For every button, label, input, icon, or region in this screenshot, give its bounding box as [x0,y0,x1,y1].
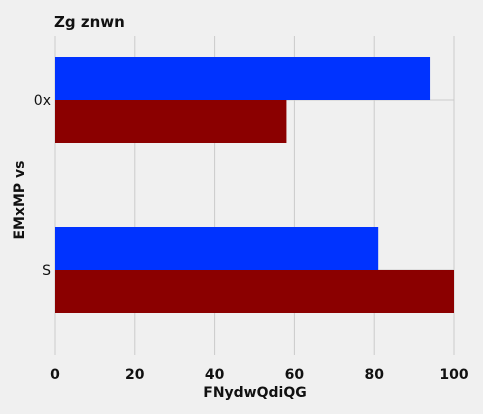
bar-series-1-0x [55,57,431,100]
y-tick-labels: 0x S [34,93,51,279]
y-tick-label: S [42,263,51,279]
x-tick-label: 80 [364,367,384,383]
x-tick-label: 0 [50,367,60,383]
bars [55,57,454,313]
x-tick-labels: 0 20 40 60 80 100 [50,367,469,383]
chart-title: Zg znwn [54,13,125,31]
y-tick-label: 0x [34,93,51,109]
x-tick-label: 60 [285,367,305,383]
x-tick-label: 100 [439,367,468,383]
x-tick-label: 40 [205,367,225,383]
x-tick-label: 20 [125,367,145,383]
bar-series-2-S [55,270,454,313]
bar-series-1-S [55,227,379,270]
x-axis-label: FNydwQdiQG [203,385,306,401]
bar-series-2-0x [55,100,287,143]
y-axis-label: EMxMP vs [12,160,28,239]
